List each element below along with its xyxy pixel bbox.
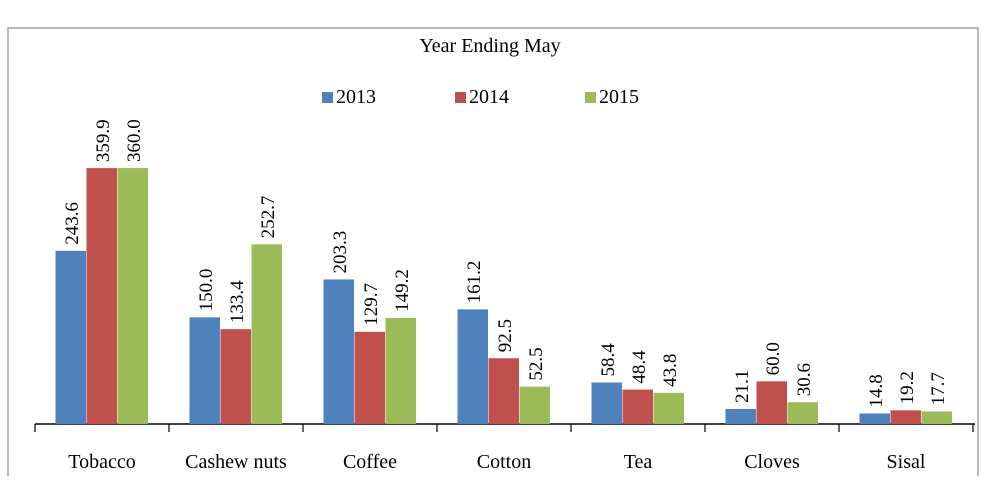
x-tick-label: Tobacco [68, 451, 135, 473]
x-tick-label: Cotton [477, 451, 531, 473]
data-label: 359.9 [93, 119, 114, 162]
x-tick-label: Tea [624, 451, 653, 473]
bar [488, 358, 519, 424]
bar [859, 413, 890, 424]
data-label: 92.5 [495, 319, 516, 352]
data-label: 252.7 [258, 196, 279, 239]
legend-label: 2015 [599, 86, 639, 108]
data-label: 30.6 [794, 363, 815, 396]
legend-swatch [455, 92, 466, 103]
bar [354, 331, 385, 424]
bar [890, 410, 921, 424]
x-tick-label: Cashew nuts [185, 451, 287, 473]
data-label: 48.4 [629, 350, 650, 384]
x-tick-label: Coffee [343, 451, 397, 473]
legend-swatch [585, 92, 596, 103]
data-label: 133.4 [227, 280, 248, 323]
legend-swatch [322, 92, 333, 103]
bar [725, 408, 756, 424]
x-tick-label: Sisal [887, 451, 926, 473]
bar [787, 402, 818, 424]
x-tick-label: Cloves [744, 451, 800, 473]
data-label: 129.7 [361, 283, 382, 326]
bar [653, 392, 684, 424]
bar [55, 250, 86, 424]
legend-label: 2014 [469, 86, 509, 108]
data-label: 58.4 [598, 343, 619, 377]
bar [519, 386, 550, 424]
data-label: 60.0 [763, 342, 784, 375]
chart-title: Year Ending May [419, 35, 560, 57]
data-label: 150.0 [196, 269, 217, 312]
bar [251, 244, 282, 424]
legend-label: 2013 [336, 86, 376, 108]
bar [622, 389, 653, 424]
bar [385, 317, 416, 424]
data-label: 52.5 [526, 347, 547, 380]
bar [921, 411, 952, 424]
data-label: 360.0 [124, 119, 145, 162]
data-label: 243.6 [62, 202, 83, 245]
bar [86, 168, 117, 424]
data-label: 21.1 [732, 370, 753, 403]
data-label: 17.7 [928, 372, 949, 405]
bar [457, 309, 488, 424]
data-label: 19.2 [897, 371, 918, 404]
bar [117, 168, 148, 424]
bar [189, 317, 220, 424]
data-label: 43.8 [660, 354, 681, 387]
data-label: 14.8 [866, 374, 887, 407]
bar [591, 382, 622, 424]
bar [756, 381, 787, 424]
bar [323, 279, 354, 424]
data-label: 149.2 [392, 269, 413, 312]
bar [220, 329, 251, 424]
data-label: 161.2 [464, 261, 485, 304]
data-label: 203.3 [330, 231, 351, 274]
